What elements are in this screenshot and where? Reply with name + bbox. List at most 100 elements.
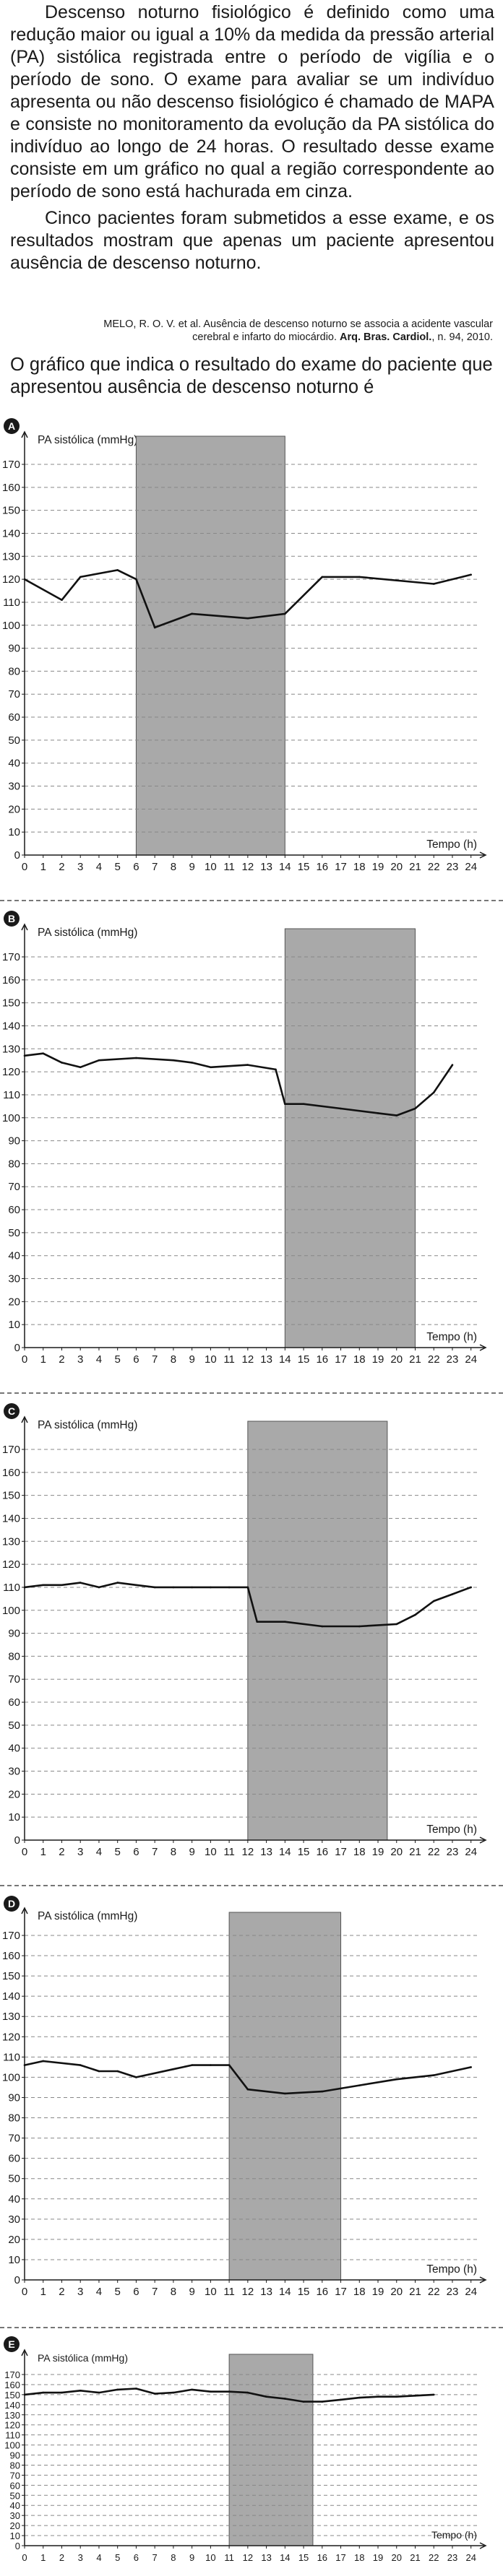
y-tick-label: 160 [2,482,20,494]
y-tick-label: 60 [8,1696,20,1709]
sleep-period-shading [228,1912,342,2281]
data-point [321,2090,324,2093]
x-tick-label: 1 [40,2286,46,2298]
y-tick-label: 120 [4,2420,20,2431]
y-tick-label: 10 [10,2531,20,2541]
x-tick-label: 3 [77,1846,83,1858]
x-tick-label: 9 [189,1353,194,1366]
x-tick-label: 19 [373,2552,383,2563]
x-tick-label: 6 [133,861,139,873]
x-tick-label: 20 [392,2552,402,2563]
data-point [210,1586,212,1589]
option-letter: D [8,1898,15,1909]
x-tick-label: 12 [242,1846,254,1858]
option-badge [4,1403,20,1419]
data-point [395,2078,398,2081]
y-tick-label: 0 [14,1342,20,1354]
data-point [246,1586,249,1589]
data-point [451,1064,454,1066]
y-tick-label: 110 [3,1089,20,1101]
y-tick-label: 130 [2,2011,20,2023]
x-tick-label: 24 [465,2286,477,2298]
x-tick-label: 9 [189,1846,194,1858]
data-point [153,1586,156,1589]
data-point [42,2391,45,2394]
x-tick-label: 15 [298,2552,309,2563]
x-axis-label: Tempo (h) [426,1331,477,1343]
data-point [172,1586,175,1589]
x-tick-label: 6 [134,2552,139,2563]
data-point [284,2398,286,2400]
y-tick-label: 160 [2,1950,20,1962]
x-tick-label: 4 [96,1353,102,1366]
x-tick-label: 11 [223,1353,235,1366]
sleep-period-shading [228,2354,314,2546]
x-tick-label: 18 [353,2286,366,2298]
x-tick-label: 0 [22,2286,27,2298]
x-tick-label: 23 [447,2286,459,2298]
option-badge [4,1896,20,1912]
x-tick-label: 1 [40,861,46,873]
x-tick-label: 23 [447,1846,459,1858]
x-tick-label: 18 [353,861,366,873]
y-tick-label: 100 [2,1112,20,1124]
data-point [42,2060,45,2063]
x-tick-label: 11 [224,2552,234,2563]
y-tick-label: 50 [8,1227,20,1239]
data-point [377,1112,379,1114]
data-point [340,1107,342,1110]
x-tick-label: 0 [22,1846,27,1858]
data-point [395,2395,398,2398]
data-point [172,1059,175,1062]
x-tick-label: 10 [205,2552,215,2563]
x-tick-label: 5 [115,2286,121,2298]
data-point [98,2391,100,2394]
y-tick-label: 20 [10,2520,20,2531]
x-tick-label: 15 [298,2286,310,2298]
y-tick-label: 130 [2,550,20,563]
x-tick-label: 1 [40,1846,46,1858]
option-letter: C [8,1405,15,1417]
x-tick-label: 8 [171,2286,176,2298]
x-tick-label: 22 [428,1846,440,1858]
data-point [470,2066,473,2068]
y-tick-label: 160 [2,1467,20,1479]
y-tick-label: 40 [8,2193,20,2206]
y-tick-label: 10 [8,1811,20,1823]
data-point [395,1623,398,1626]
x-tick-label: 11 [223,1846,235,1858]
y-tick-label: 170 [2,951,20,963]
y-tick-label: 70 [8,688,20,701]
y-tick-label: 170 [2,459,20,471]
data-point [42,1052,45,1054]
y-tick-label: 20 [8,803,20,815]
y-tick-label: 80 [8,665,20,677]
y-tick-label: 20 [8,1296,20,1308]
data-point [414,1107,416,1110]
data-point [79,1066,82,1069]
data-point [302,2401,305,2403]
data-point [79,576,82,578]
data-point [321,576,324,578]
x-tick-label: 2 [59,1846,64,1858]
data-point [228,2390,231,2393]
y-tick-label: 140 [4,2400,20,2411]
option-badge [4,418,20,434]
y-axis-arrow [21,430,28,438]
chart-option-b: B PA sistólica (mmHg) 0 10 20 30 40 50 60 70 80 90 1… [0,904,503,1392]
x-tick-label: 16 [317,2552,327,2563]
data-point [432,583,435,585]
chart-svg-e: EPA sistólica (mmHg)01020304050607080901… [4,2336,487,2563]
x-tick-label: 24 [465,1846,477,1858]
intro-text: Descenso noturno fisiológico é definido … [10,1,494,274]
data-point [210,2064,212,2066]
y-axis-label: PA sistólica (mmHg) [38,1419,137,1431]
y-tick-label: 0 [14,1834,20,1847]
x-tick-label: 19 [372,1846,384,1858]
option-badge [4,2336,20,2352]
citation-line-1: MELO, R. O. V. et al. Ausência de descen… [103,318,493,330]
y-tick-label: 80 [8,2112,20,2125]
x-tick-label: 5 [115,1846,121,1858]
x-tick-label: 14 [279,1353,291,1366]
data-point [395,1114,398,1116]
